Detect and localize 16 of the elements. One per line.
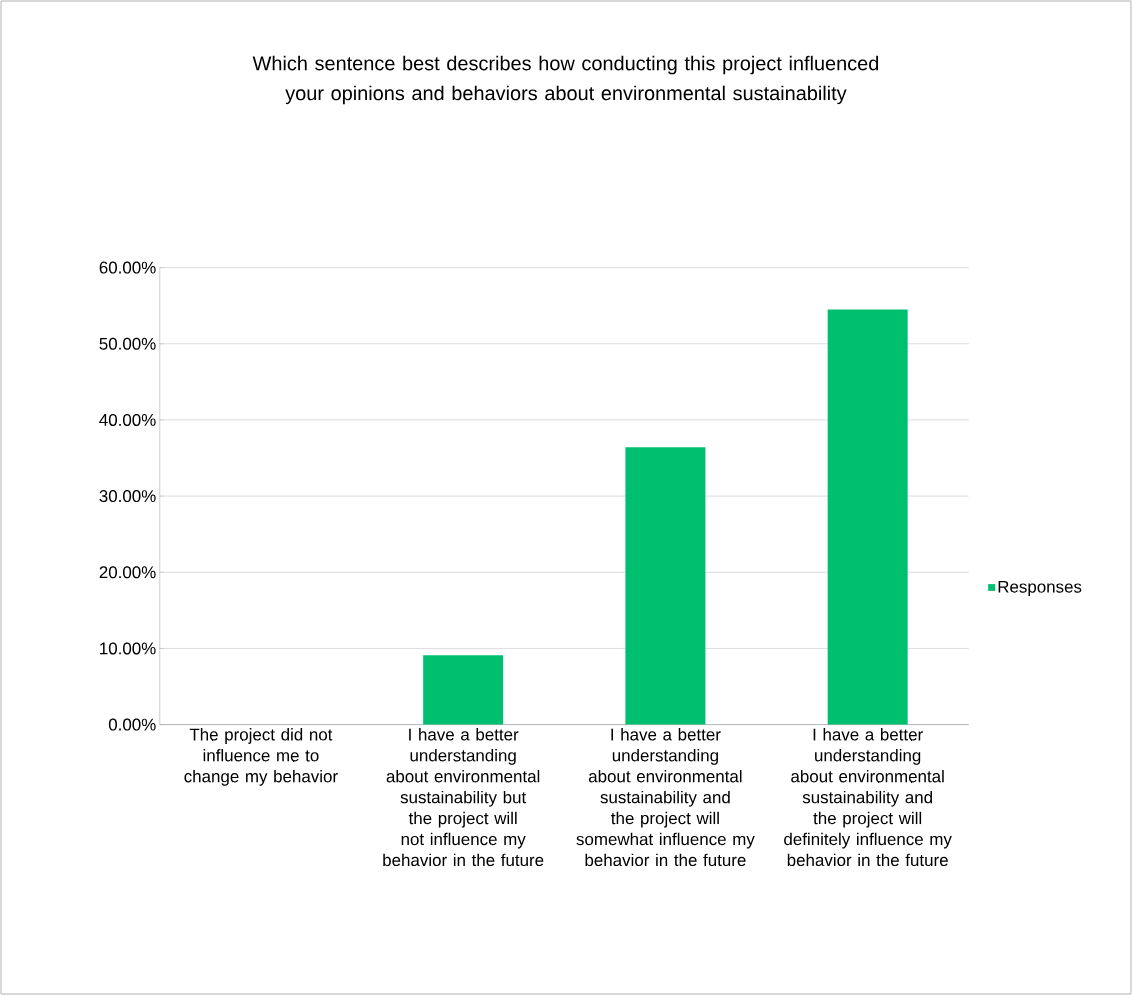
- x-tick-label: I have a better understanding about environmental sustainability and the project will somewhat influence my behavior in the future: [576, 728, 755, 867]
- bar: [625, 447, 706, 725]
- legend-label: Responses: [998, 580, 1082, 597]
- y-tick-label: 60.00%: [99, 261, 156, 274]
- y-tick-label: 10.00%: [100, 642, 156, 655]
- y-tick-label: 30.00%: [99, 490, 156, 503]
- y-tick-label: 0.00%: [108, 718, 156, 731]
- bar: [827, 309, 908, 725]
- x-tick-label: The project did not influence me to change my behavior: [184, 728, 338, 786]
- y-tick-label: 20.00%: [99, 566, 156, 579]
- x-tick-label: I have a better understanding about environmental sustainability but the project will not influence my behavior in the future: [383, 728, 544, 867]
- y-tick-label: 40.00%: [99, 413, 156, 426]
- bar: [423, 655, 504, 725]
- chart-title: Which sentence best describes how conducting this project influenced your opinions and behaviors about environmental sustainability: [252, 55, 879, 105]
- x-tick-label: I have a better understanding about environmental sustainability and the project will definitely influence my behavior in the future: [784, 728, 952, 867]
- y-tick-label: 50.00%: [99, 337, 156, 350]
